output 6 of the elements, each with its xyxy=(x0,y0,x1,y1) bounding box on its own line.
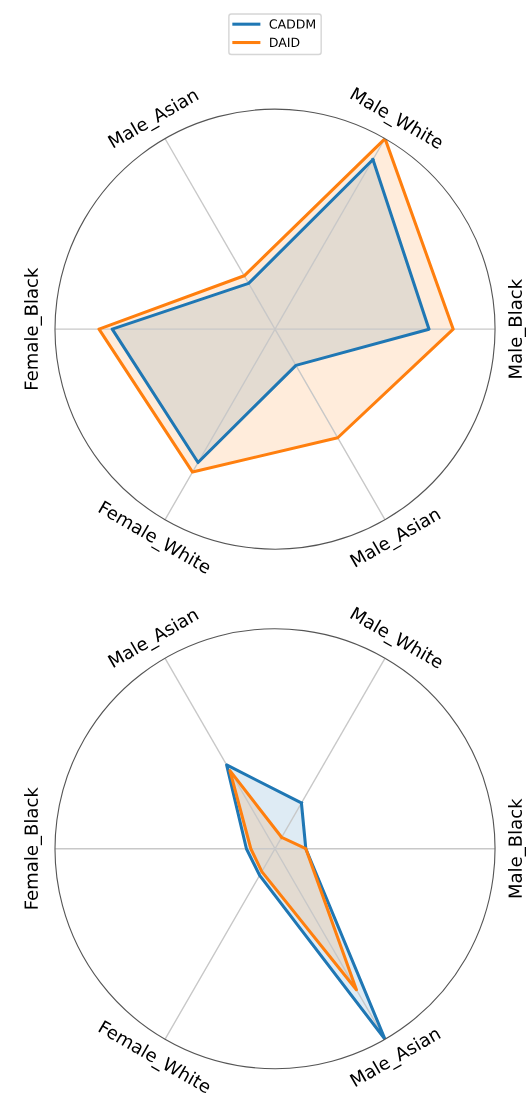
spoke-label: Male_Black xyxy=(508,798,526,898)
spoke-label: Female_Black xyxy=(24,787,43,909)
legend-label: CADDM xyxy=(269,19,315,29)
spoke-label: Male_Black xyxy=(508,278,526,378)
spoke-label: Female_Black xyxy=(24,267,43,389)
legend-label: DAID xyxy=(270,37,300,47)
